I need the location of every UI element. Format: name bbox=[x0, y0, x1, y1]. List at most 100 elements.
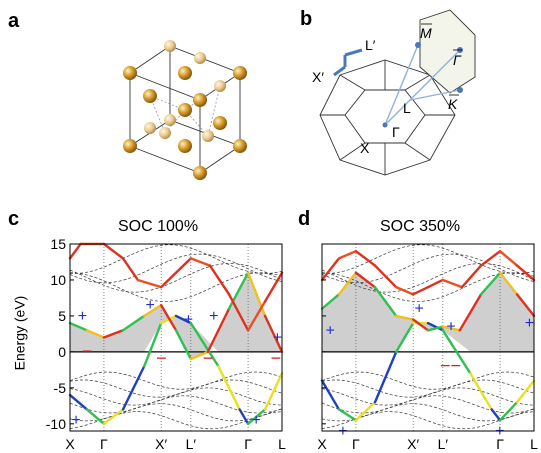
plus-marker: + bbox=[325, 322, 334, 339]
bulk-band-dashed bbox=[321, 387, 535, 406]
plot-frame bbox=[69, 243, 283, 432]
y-tick-label: 10 bbox=[50, 272, 66, 288]
band-segment bbox=[136, 278, 163, 289]
band-segment bbox=[354, 249, 377, 267]
gamma-point bbox=[382, 122, 388, 128]
band-segment bbox=[263, 271, 284, 303]
minus-marker: − bbox=[82, 341, 93, 361]
x-tick-label: Γ bbox=[244, 436, 252, 452]
bulk-band-dashed bbox=[69, 371, 283, 390]
label-x: X bbox=[360, 140, 370, 156]
atom bbox=[214, 80, 226, 92]
plus-marker: + bbox=[525, 315, 534, 332]
x-tick-label: Γ bbox=[100, 436, 108, 452]
band-segment bbox=[460, 264, 483, 289]
atom bbox=[123, 139, 137, 153]
x-tick-label: X′ bbox=[407, 436, 419, 452]
k-bar-point bbox=[457, 87, 463, 93]
bulk-band-dashed bbox=[321, 371, 535, 390]
atom bbox=[143, 89, 157, 103]
band-segment bbox=[394, 285, 415, 296]
plus-marker: + bbox=[184, 312, 193, 329]
band-segment bbox=[159, 271, 178, 289]
plus-marker: + bbox=[252, 412, 261, 429]
band-segment bbox=[121, 314, 146, 332]
label-l-prime: L′ bbox=[365, 37, 376, 53]
band-segment bbox=[469, 372, 493, 411]
x-tick-label: L′ bbox=[438, 436, 449, 452]
atoms bbox=[123, 40, 247, 180]
band-segment bbox=[411, 285, 430, 296]
label-k-bar: K bbox=[448, 96, 458, 112]
plot-frame bbox=[321, 243, 535, 432]
band-segment bbox=[121, 365, 146, 411]
band-segment bbox=[189, 257, 212, 267]
band-segment bbox=[189, 350, 210, 361]
x-tick-label: Γ bbox=[352, 436, 360, 452]
x-tick-label: L bbox=[530, 436, 538, 452]
panel-letter-c: c bbox=[8, 208, 20, 230]
truncated-octahedron bbox=[319, 59, 456, 176]
band-segment bbox=[498, 249, 519, 267]
band-segment bbox=[246, 300, 267, 332]
band-gap-shading bbox=[70, 272, 282, 396]
band-segment bbox=[263, 314, 284, 354]
band-segment bbox=[490, 408, 502, 422]
band-segment bbox=[206, 307, 231, 354]
label-gamma: Γ bbox=[392, 124, 400, 140]
bulk-band-dashed bbox=[321, 244, 535, 274]
y-tick-label: 5 bbox=[58, 308, 66, 324]
band-segment bbox=[320, 293, 341, 310]
plus-marker: + bbox=[78, 308, 87, 325]
chart-c-title: SOC 100% bbox=[118, 218, 199, 235]
band-segment bbox=[174, 329, 193, 361]
band-segment bbox=[174, 257, 193, 274]
atom bbox=[193, 166, 207, 180]
band-segment bbox=[68, 321, 89, 332]
chart-d: ++++++− −X Γ X′ L′ Γ L bbox=[318, 243, 538, 452]
band-gap-shading bbox=[322, 272, 534, 381]
minus-marker: − bbox=[156, 348, 167, 368]
band-segment bbox=[426, 325, 445, 332]
band-segment bbox=[373, 285, 398, 318]
band-segment bbox=[394, 314, 415, 321]
band-segment bbox=[441, 329, 472, 375]
atom bbox=[193, 93, 207, 107]
x-tick-label: X bbox=[65, 436, 75, 452]
bulk-band-dashed bbox=[69, 244, 283, 274]
atom bbox=[144, 122, 156, 134]
band-segment bbox=[498, 401, 519, 422]
panel-letter-a: a bbox=[8, 10, 20, 32]
chart-c-ylabel: Energy (eV) bbox=[11, 295, 28, 371]
surface-bz-hexagon bbox=[419, 9, 476, 94]
crystal-structure-diagram bbox=[123, 40, 247, 180]
band-segment bbox=[217, 365, 241, 411]
atom bbox=[178, 139, 192, 153]
label-m-bar: M bbox=[420, 25, 432, 41]
band-segment bbox=[85, 408, 106, 426]
band-segment bbox=[142, 303, 163, 318]
band-segment bbox=[246, 408, 267, 426]
x-tick-label: L′ bbox=[186, 436, 197, 452]
plus-marker: + bbox=[146, 297, 155, 314]
band-segment bbox=[320, 257, 341, 282]
plus-marker: + bbox=[415, 301, 424, 318]
plus-marker: + bbox=[273, 330, 282, 347]
band-segment bbox=[426, 321, 445, 332]
band-segment bbox=[238, 408, 250, 426]
band-segment bbox=[441, 325, 462, 332]
bulk-band-dashed bbox=[321, 379, 535, 398]
band-segment bbox=[515, 379, 536, 404]
band-segment bbox=[174, 314, 193, 325]
band-segment bbox=[479, 249, 502, 267]
x-tick-label: L bbox=[278, 436, 286, 452]
band-segment bbox=[246, 271, 267, 318]
atom bbox=[194, 52, 206, 64]
chart-d-title: SOC 350% bbox=[380, 218, 461, 235]
plus-marker: + bbox=[209, 308, 218, 325]
band-segment bbox=[426, 278, 445, 289]
brillouin-zone-diagram: X′ L′ M Γ K L Γ X bbox=[312, 9, 476, 176]
band-segment bbox=[354, 271, 377, 289]
band-segment bbox=[373, 264, 398, 289]
